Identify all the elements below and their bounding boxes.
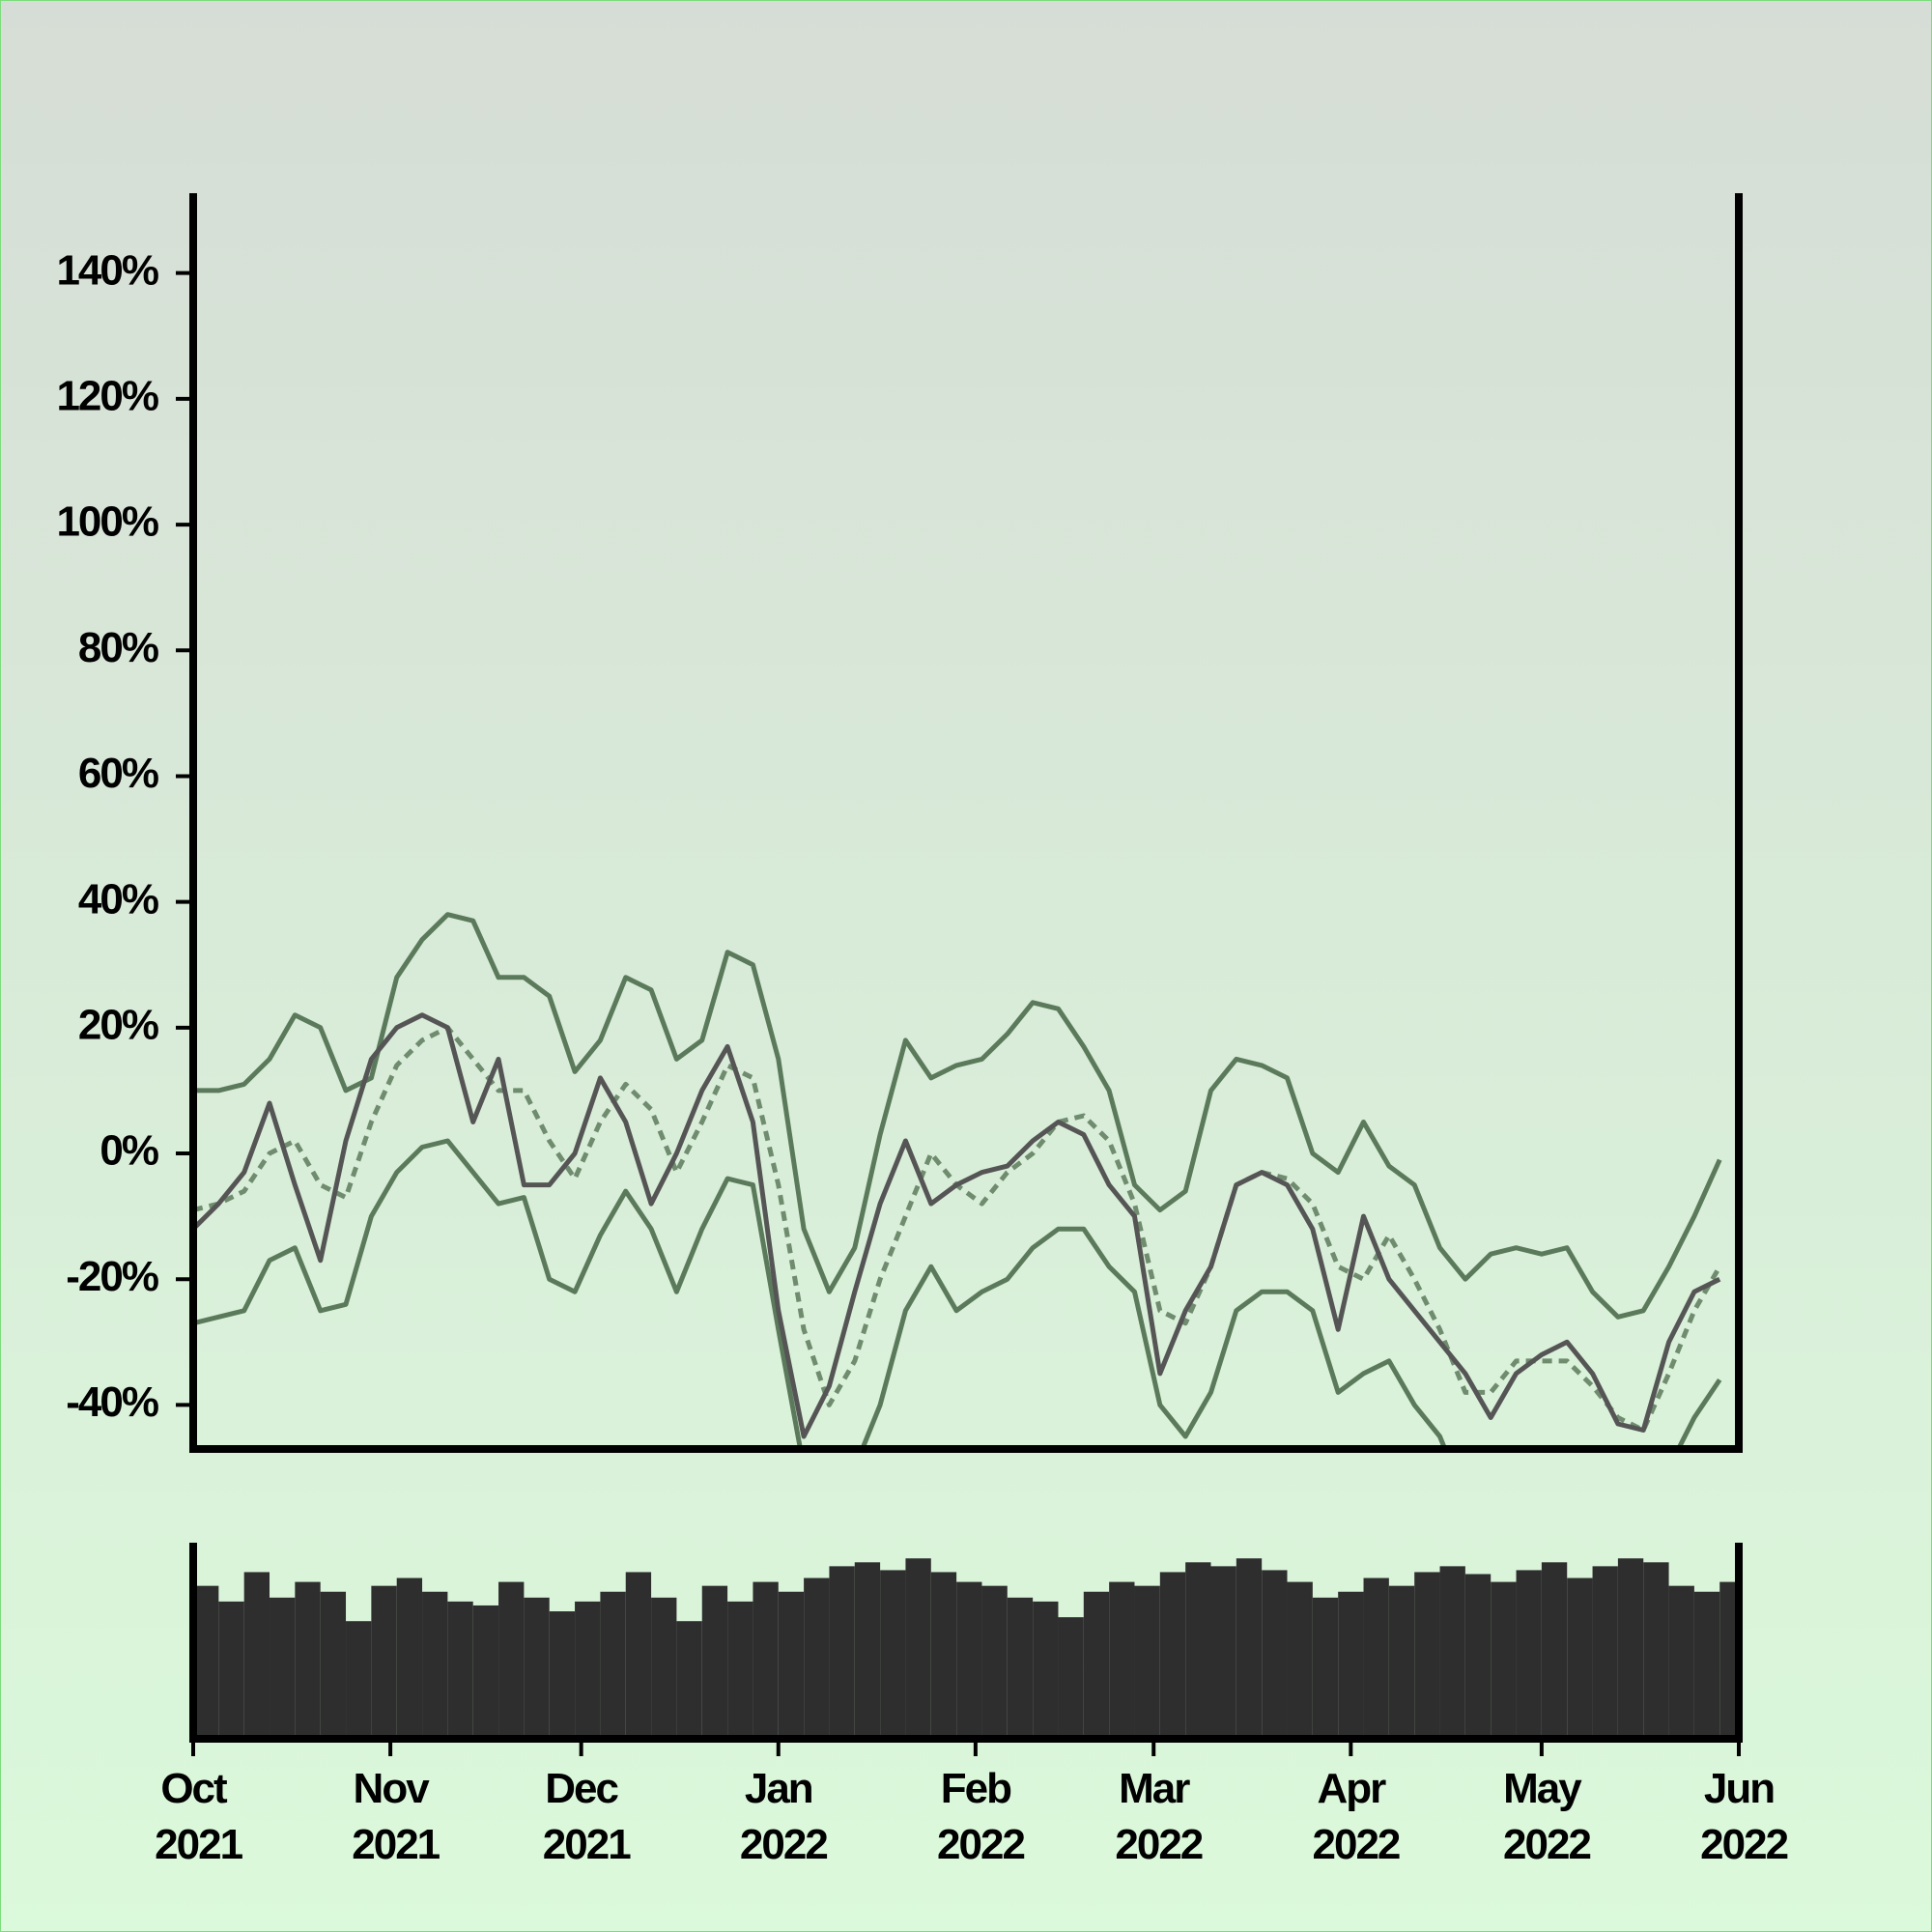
volume-bar (243, 1572, 270, 1739)
x-tick-label: Jun 2022 (1690, 1765, 1788, 1868)
volume-bar (1134, 1585, 1160, 1739)
volume-bar (1236, 1558, 1263, 1739)
volume-bar (575, 1601, 601, 1739)
volume-bar (905, 1558, 931, 1739)
x-tick-label: Apr 2022 (1302, 1765, 1400, 1868)
y-tick-label: 80% (78, 624, 158, 671)
volume-bar (1693, 1591, 1720, 1739)
volume-bar (1083, 1591, 1110, 1739)
volume-bar (193, 1585, 219, 1739)
volume-bar (1058, 1617, 1084, 1739)
volume-bar (1617, 1558, 1644, 1739)
volume-bar (854, 1562, 881, 1739)
volume-bar (472, 1605, 499, 1739)
volume-bar (1262, 1570, 1288, 1739)
plot-area (193, 912, 1722, 1449)
series-line (193, 1138, 1722, 1449)
x-tick-label: May 2022 (1493, 1765, 1591, 1868)
x-tick-label: Jan 2022 (730, 1765, 828, 1868)
volume-bar (371, 1585, 397, 1739)
volume-bar (1491, 1581, 1517, 1739)
volume-bar (270, 1597, 296, 1739)
volume-bar (727, 1601, 753, 1739)
x-tick-label: Dec 2021 (533, 1765, 632, 1868)
volume-bar (1007, 1597, 1034, 1739)
volume-bar (701, 1585, 728, 1739)
volume-bar (1668, 1585, 1694, 1739)
volume-bar (1109, 1581, 1135, 1739)
y-tick-label: 20% (78, 1001, 158, 1048)
volume-bar (956, 1581, 982, 1739)
y-tick-label: 100% (56, 498, 157, 546)
y-tick-label: 0% (99, 1127, 157, 1175)
volume-bar (1541, 1562, 1568, 1739)
y-tick-label: 120% (56, 372, 157, 419)
volume-bar (1719, 1581, 1739, 1739)
volume-bar (753, 1581, 779, 1739)
volume-bar (1363, 1577, 1389, 1739)
volume-bar (1643, 1562, 1669, 1739)
y-tick-label: -40% (66, 1378, 158, 1426)
volume-bar (1414, 1572, 1440, 1739)
y-tick-label: 60% (78, 750, 158, 797)
volume-bar (651, 1597, 677, 1739)
volume-bar (295, 1581, 321, 1739)
volume-bar (1388, 1585, 1415, 1739)
x-tick-label: Nov 2021 (342, 1765, 440, 1868)
volume-bar (1312, 1597, 1339, 1739)
volume-bar (1210, 1566, 1236, 1739)
volume-bar (1567, 1577, 1593, 1739)
x-tick-label: Oct 2021 (145, 1765, 243, 1868)
volume-bar (346, 1621, 372, 1739)
volume-bar (778, 1591, 805, 1739)
series-line (193, 912, 1722, 1320)
y-tick-label: 40% (78, 875, 158, 923)
volume-bar (829, 1566, 855, 1739)
series-line (193, 1012, 1721, 1439)
volume-bar (1185, 1562, 1211, 1739)
volume-bar (524, 1597, 550, 1739)
volume-bar (981, 1585, 1008, 1739)
volume-bar (804, 1577, 830, 1739)
volume-bar (1439, 1566, 1465, 1739)
volume-bar (1338, 1591, 1364, 1739)
volume-bar (1592, 1566, 1618, 1739)
volume-bar (549, 1611, 576, 1739)
volume-bar (1033, 1601, 1059, 1739)
volume-bar (676, 1621, 702, 1739)
volume-bar (218, 1601, 244, 1739)
y-tick-label: 140% (56, 246, 157, 294)
volume-bar (930, 1572, 957, 1739)
x-tick-label: Mar 2022 (1105, 1765, 1203, 1868)
volume-bar (600, 1591, 626, 1739)
volume-bar (447, 1601, 473, 1739)
volume-bar (1287, 1581, 1313, 1739)
volume-bar (498, 1581, 525, 1739)
volume-bar (1464, 1574, 1492, 1739)
y-tick-label: -20% (66, 1253, 158, 1300)
x-tick-label: Feb 2022 (927, 1765, 1025, 1868)
volume-bar (880, 1570, 906, 1739)
volume-bar (320, 1591, 347, 1739)
volume-bar (625, 1572, 652, 1739)
volume-bar (1516, 1570, 1542, 1739)
volume-bar (422, 1591, 448, 1739)
volume-bar (396, 1577, 423, 1739)
volume-bar (1159, 1572, 1186, 1739)
